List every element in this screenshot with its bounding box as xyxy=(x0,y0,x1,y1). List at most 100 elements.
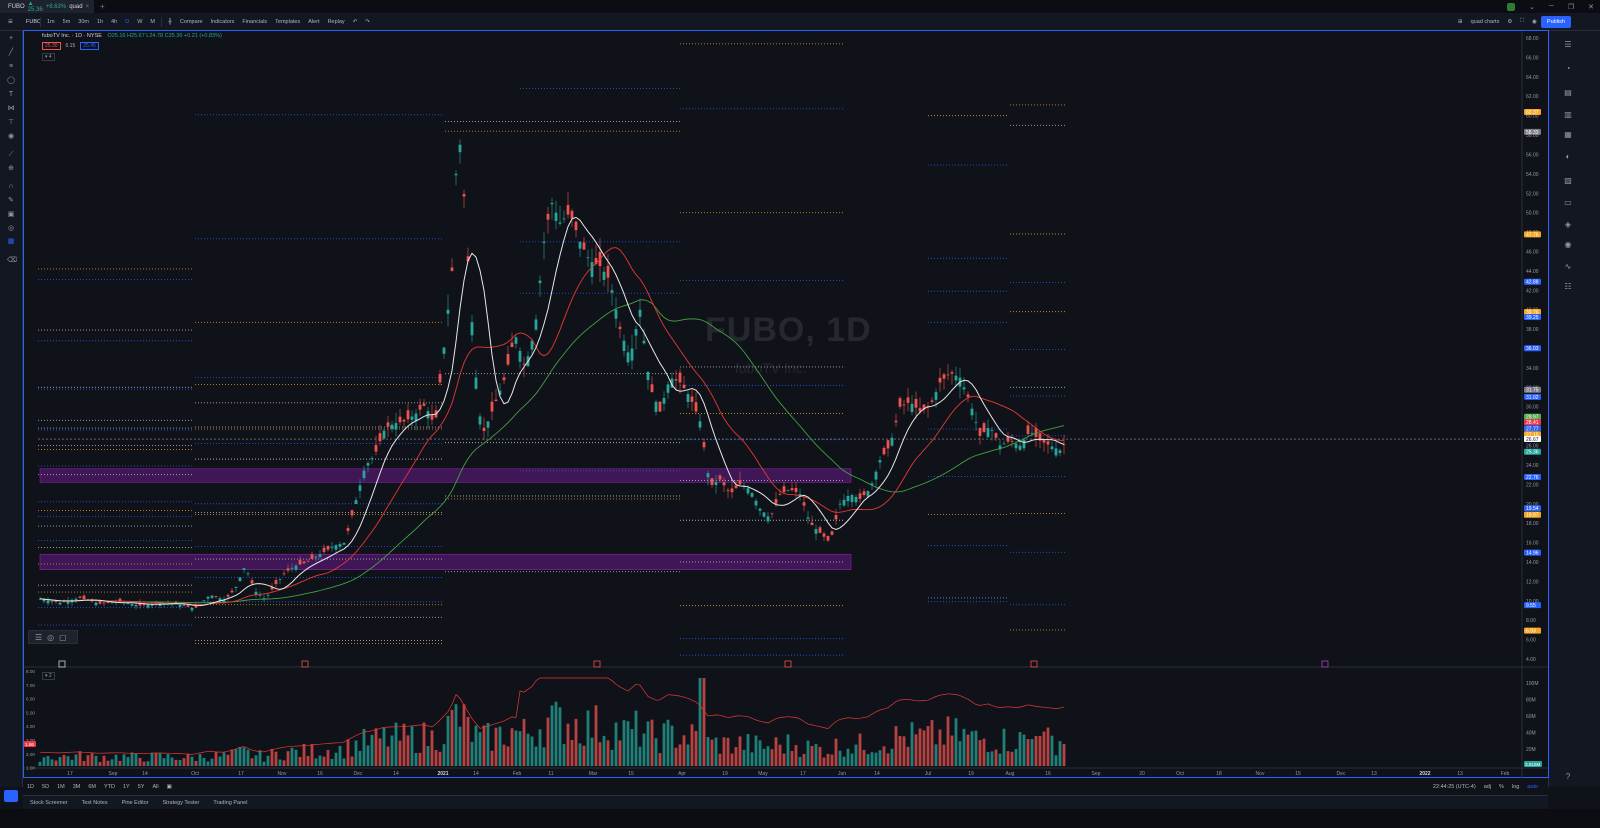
zoom-icon[interactable]: ⊕ xyxy=(8,165,14,172)
tab-trading-panel[interactable]: Trading Panel xyxy=(213,799,248,806)
chevron-down-icon[interactable]: ⌄ xyxy=(1529,3,1535,11)
interval-1h[interactable]: 1h xyxy=(96,18,104,25)
calendar-icon[interactable]: ▦ xyxy=(1564,130,1572,139)
pattern-icon[interactable]: ⋈ xyxy=(7,105,15,112)
visibility-icon[interactable]: ◎ xyxy=(7,225,15,232)
interval-d[interactable]: D xyxy=(125,18,130,25)
symbol-search[interactable]: FUBO xyxy=(26,18,42,25)
eye-toggle-icon[interactable]: ◎ xyxy=(47,632,55,642)
tab-close-icon[interactable]: × xyxy=(85,3,90,10)
interval-30m[interactable]: 30m xyxy=(78,18,89,25)
percent-toggle[interactable]: % xyxy=(1499,783,1504,790)
ideas-icon[interactable]: ◐ xyxy=(1565,152,1571,161)
timeframe-all[interactable]: All xyxy=(152,783,159,790)
tab-strategy-tester[interactable]: Strategy Tester xyxy=(162,799,200,806)
pencil-icon[interactable]: ✎ xyxy=(8,197,14,204)
help-icon[interactable]: ? xyxy=(1565,772,1571,781)
tree-icon[interactable]: ▦ xyxy=(7,238,15,245)
auto-toggle[interactable]: auto xyxy=(1527,783,1538,790)
alert-button[interactable]: Alert xyxy=(308,18,320,25)
minimize-icon[interactable]: ─ xyxy=(1548,3,1554,10)
clock[interactable]: 22:44:25 (UTC-4) xyxy=(1432,783,1476,790)
interval-m[interactable]: M xyxy=(150,18,156,25)
indicators-collapse-button[interactable]: ▾ 4 xyxy=(42,53,55,61)
alarm-icon[interactable]: ◔ xyxy=(1565,64,1571,73)
logo-icon[interactable] xyxy=(4,790,18,802)
chart-tab[interactable]: FUBO ▲ 25.36 +8.63% quad × xyxy=(0,0,94,13)
trash-icon[interactable]: ⌫ xyxy=(7,257,17,264)
trendline-icon[interactable]: ╱ xyxy=(8,49,14,56)
undo-icon[interactable]: ↶ xyxy=(352,18,358,25)
close-window-icon[interactable]: ✕ xyxy=(1588,3,1594,11)
volume-legend-button[interactable]: ▾ 2 xyxy=(42,672,55,680)
crosshair-icon[interactable]: + xyxy=(8,35,14,42)
indicators-button[interactable]: Indicators xyxy=(210,18,235,25)
hotlist-icon[interactable]: ▥ xyxy=(1564,110,1572,119)
list-icon[interactable]: ☰ xyxy=(35,632,43,642)
sparkline-icon[interactable]: ∿ xyxy=(1564,262,1572,271)
timeframe-1y[interactable]: 1Y xyxy=(122,783,130,790)
magnet-icon[interactable]: ∩ xyxy=(8,183,14,190)
publish-button[interactable]: Publish xyxy=(1540,15,1571,28)
select-icon[interactable]: ▢ xyxy=(59,632,67,642)
timeframe-6m[interactable]: 6M xyxy=(88,783,96,790)
candle-body xyxy=(54,600,58,602)
redo-icon[interactable]: ↷ xyxy=(365,18,370,25)
menu-icon[interactable]: ≡ xyxy=(8,17,13,26)
text-icon[interactable]: T xyxy=(8,91,14,98)
interval-1m[interactable]: 1m xyxy=(47,18,55,25)
layout-icon[interactable]: ⊞ xyxy=(1457,18,1463,25)
tab-pine-editor[interactable]: Pine Editor xyxy=(121,799,149,806)
streams-icon[interactable]: ▧ xyxy=(1564,176,1572,185)
interval-w[interactable]: W xyxy=(137,18,143,25)
legend-ohlc: O25.16 H25.67 L24.78 C25.36 +0.21 (+0.83… xyxy=(107,33,222,39)
replay-button[interactable]: Replay xyxy=(327,18,345,25)
volume-tag xyxy=(1524,761,1542,767)
financials-button[interactable]: Financials xyxy=(242,18,268,25)
data-window-icon[interactable]: ▤ xyxy=(1564,88,1572,97)
account-icon[interactable] xyxy=(1507,2,1515,11)
interval-5m[interactable]: 5m xyxy=(62,18,71,25)
shapes-icon[interactable]: ◯ xyxy=(7,77,15,84)
order-panel-icon[interactable]: ☷ xyxy=(1564,282,1572,291)
lock-icon[interactable]: ▣ xyxy=(7,211,15,218)
timeframe-5d[interactable]: 5D xyxy=(42,783,50,790)
sell-box[interactable]: 25.30 xyxy=(42,42,61,50)
eye-icon[interactable]: ◉ xyxy=(7,133,15,140)
layout-name[interactable]: quad charts xyxy=(1470,18,1500,25)
candle-body xyxy=(590,262,594,277)
volume-bar xyxy=(1050,735,1054,766)
volume-bar xyxy=(906,746,910,766)
chart-style-icon[interactable]: ╫ xyxy=(168,18,172,25)
camera-icon[interactable]: ◉ xyxy=(1532,18,1537,25)
tab-text-notes[interactable]: Text Notes xyxy=(81,799,108,806)
candle-body xyxy=(286,568,290,571)
chat-icon[interactable]: ▭ xyxy=(1564,198,1572,207)
timeframe-5y[interactable]: 5Y xyxy=(137,783,145,790)
templates-button[interactable]: Templates xyxy=(275,18,301,25)
restore-icon[interactable]: ❐ xyxy=(1567,3,1575,11)
broadcast-icon[interactable]: ◈ xyxy=(1564,220,1572,229)
timeframe-1m[interactable]: 1M xyxy=(57,783,65,790)
new-tab-button[interactable]: + xyxy=(100,2,105,11)
tab-stock-screener[interactable]: Stock Screener xyxy=(30,799,68,806)
buy-box[interactable]: 25.45 xyxy=(80,42,99,50)
ruler-icon[interactable]: ⟋ xyxy=(8,151,14,158)
volume-bar xyxy=(454,704,458,766)
notifications-icon[interactable]: ◉ xyxy=(1564,240,1572,249)
watchlist-icon[interactable]: ☰ xyxy=(1564,40,1572,49)
interval-4h[interactable]: 4h xyxy=(111,18,118,25)
adj-toggle[interactable]: adj xyxy=(1483,783,1492,790)
gear-icon[interactable]: ⚙ xyxy=(1507,18,1513,25)
volume-bar xyxy=(254,755,258,766)
timeframe-ytd[interactable]: YTD xyxy=(103,783,115,790)
prediction-icon[interactable]: ⊤ xyxy=(7,119,15,126)
date-range-icon[interactable]: ▣ xyxy=(166,783,172,790)
timeframe-3m[interactable]: 3M xyxy=(72,783,81,790)
fullscreen-icon[interactable]: ⛶ xyxy=(1520,18,1525,24)
compare-button[interactable]: Compare xyxy=(179,18,203,25)
fib-icon[interactable]: ≡ xyxy=(8,63,14,70)
timeframe-1d[interactable]: 1D xyxy=(27,783,35,790)
log-toggle[interactable]: log xyxy=(1511,783,1520,790)
